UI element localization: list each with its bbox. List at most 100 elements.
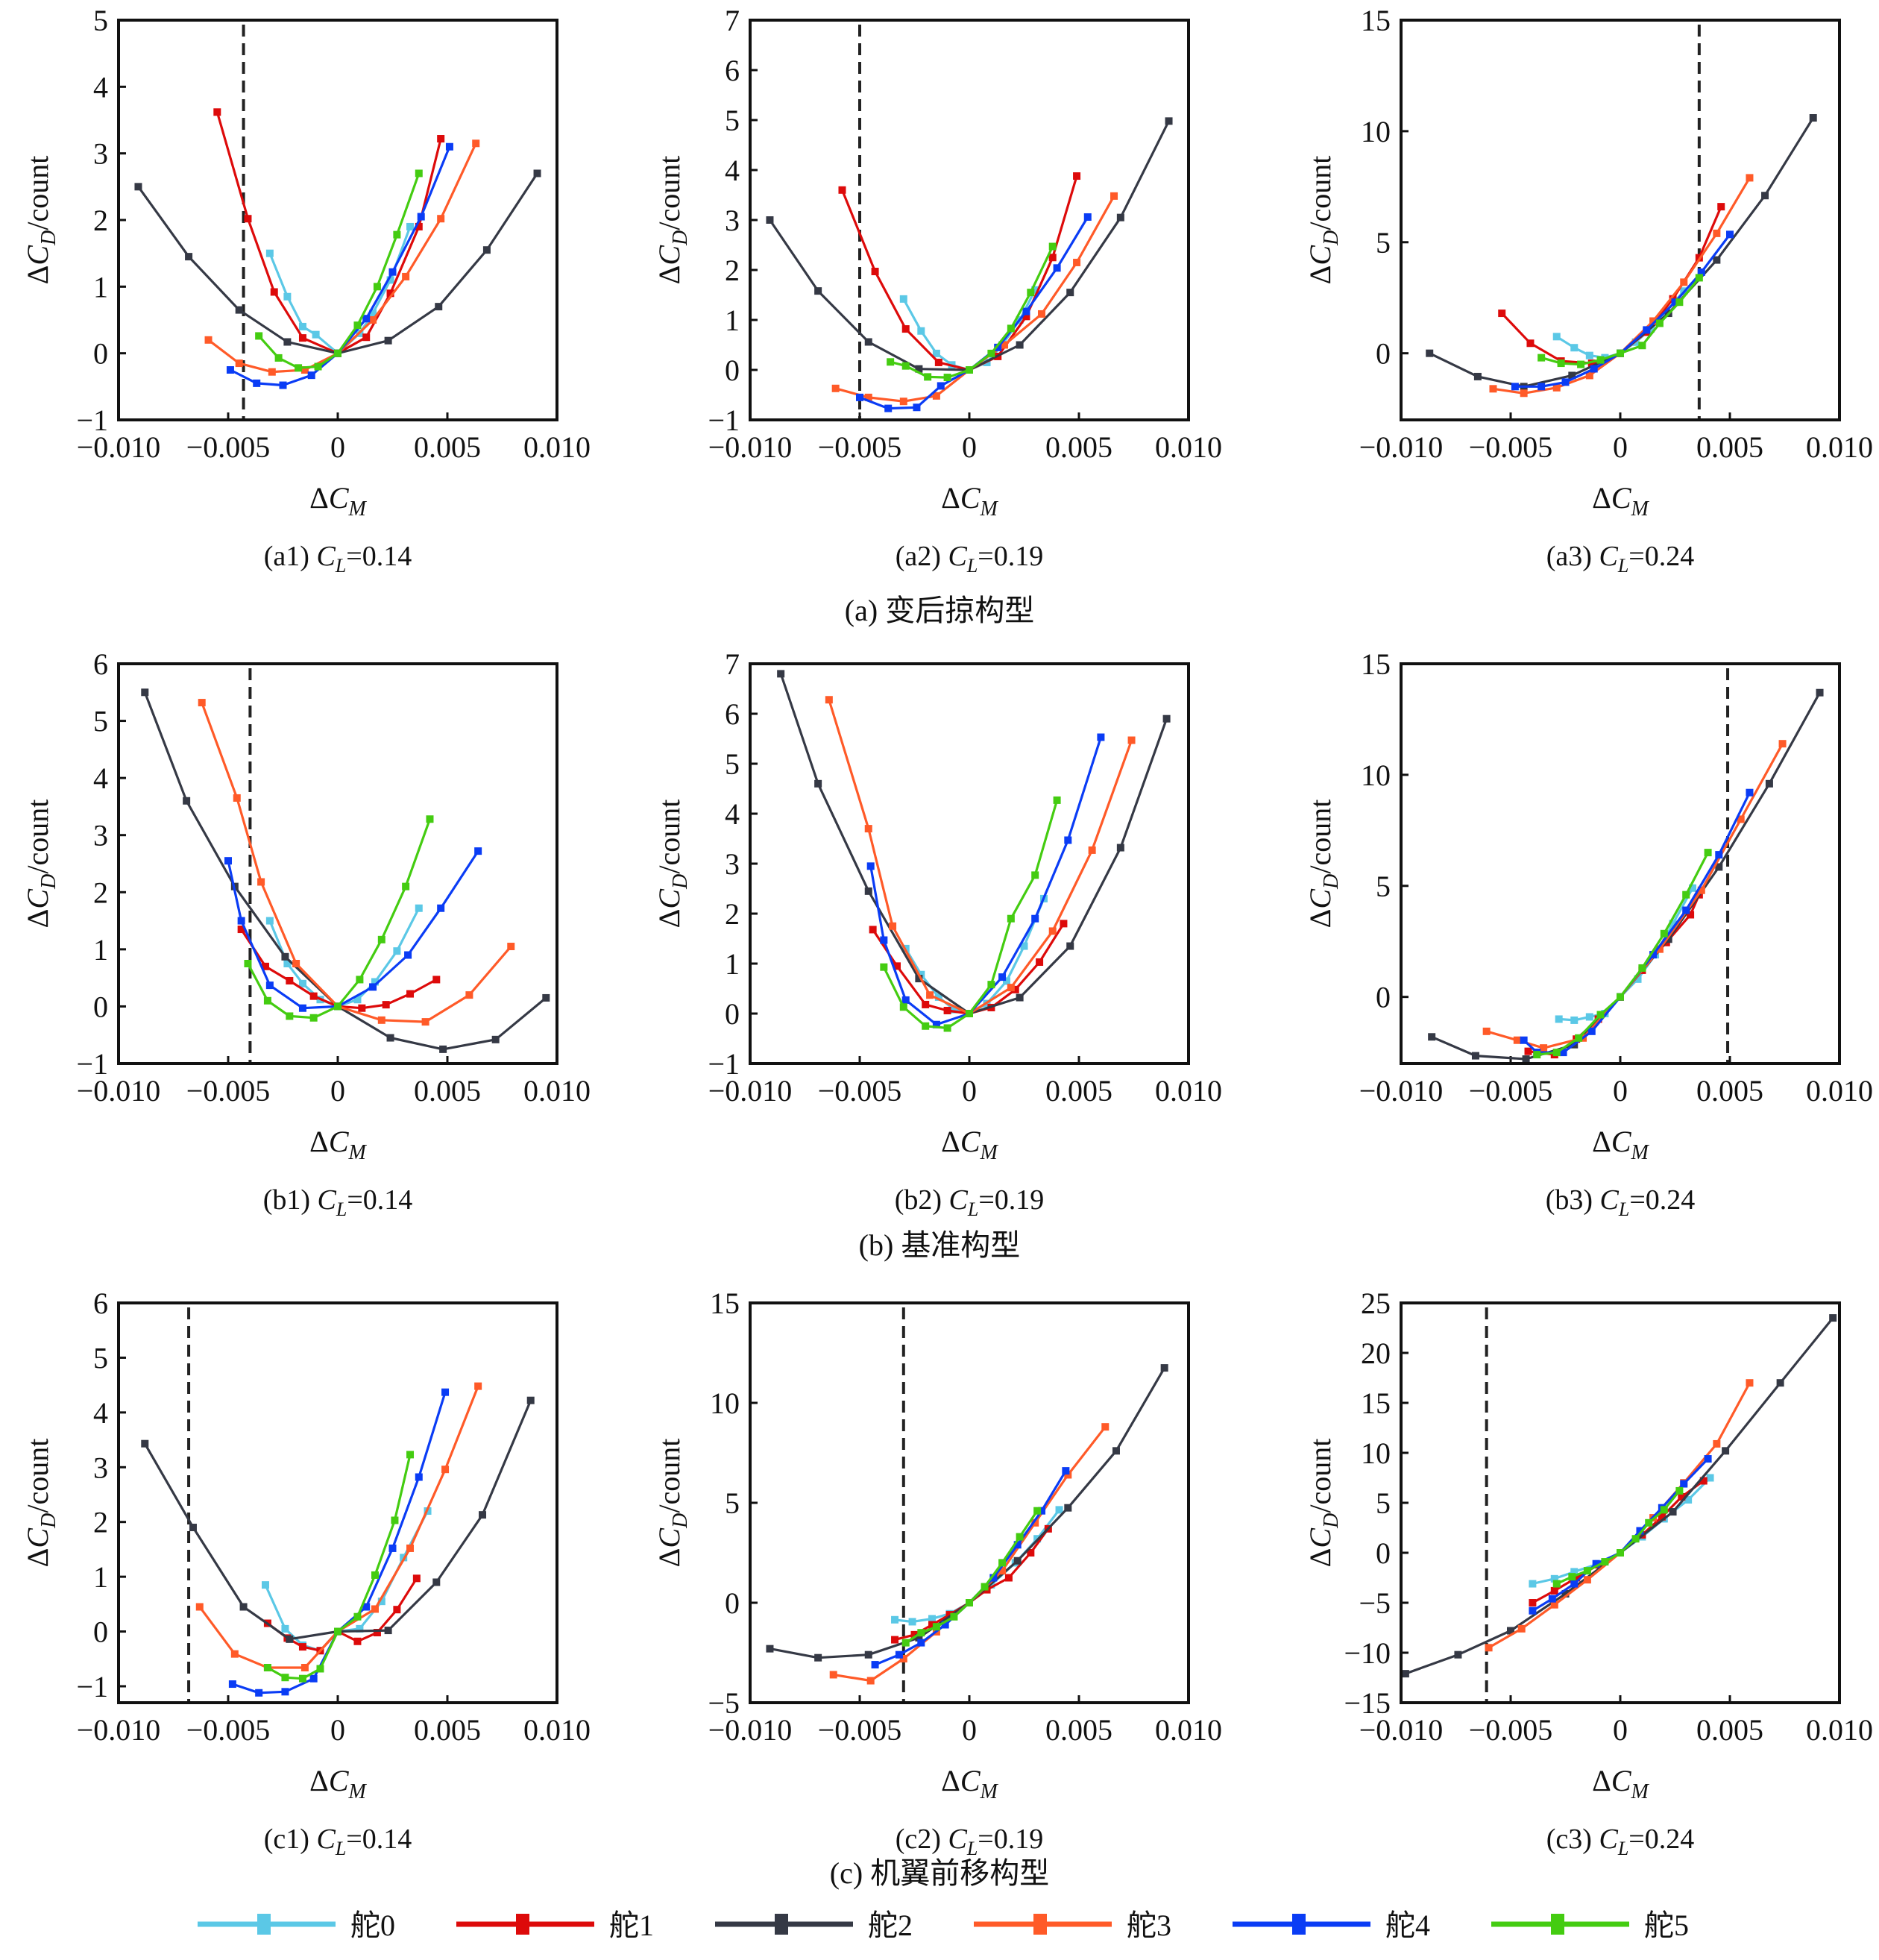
data-point-rudder-4 xyxy=(255,1689,263,1697)
data-point-rudder-2 xyxy=(1454,1650,1462,1659)
data-point-rudder-2 xyxy=(1713,256,1721,264)
x-tick-label: −0.005 xyxy=(818,1074,902,1108)
data-point-rudder-1 xyxy=(353,1637,362,1645)
data-point-rudder-0 xyxy=(281,1624,289,1633)
x-tick-label: −0.010 xyxy=(1359,1074,1444,1108)
data-point-rudder-2 xyxy=(1761,192,1769,200)
data-point-rudder-2 xyxy=(533,169,541,178)
data-point-rudder-5 xyxy=(887,358,895,366)
legend-item-rudder-4: 舵4 xyxy=(1233,1909,1430,1942)
data-point-rudder-1 xyxy=(1022,312,1030,321)
data-point-rudder-4 xyxy=(941,1621,949,1629)
data-point-rudder-5 xyxy=(1617,1549,1624,1557)
data-point-rudder-3 xyxy=(1746,1379,1754,1387)
data-point-rudder-4 xyxy=(224,857,232,865)
data-point-rudder-3 xyxy=(926,991,934,999)
data-point-rudder-5 xyxy=(391,1516,399,1524)
legend-marker-3 xyxy=(1033,1914,1047,1935)
data-point-rudder-2 xyxy=(439,1045,447,1053)
data-point-rudder-2 xyxy=(1561,1589,1570,1598)
panel-caption: (c1) CL=0.14 xyxy=(264,1824,412,1859)
data-point-rudder-2 xyxy=(814,1653,822,1662)
data-point-rudder-5 xyxy=(1675,298,1684,307)
data-point-rudder-3 xyxy=(864,393,872,401)
panels: −0.010 −0.005 0 0.005 0.010−1012345ΔCD/count… xyxy=(21,4,1873,1859)
data-point-rudder-1 xyxy=(1687,911,1695,919)
y-tick-label: 25 xyxy=(1361,1287,1391,1320)
x-tick-label: 0 xyxy=(962,430,977,464)
x-tick-label: −0.010 xyxy=(708,430,793,464)
data-point-rudder-0 xyxy=(1550,1574,1558,1583)
data-point-rudder-2 xyxy=(189,1524,197,1532)
data-point-rudder-4 xyxy=(1671,298,1679,307)
data-point-rudder-4 xyxy=(1715,851,1723,859)
data-point-rudder-2 xyxy=(864,1650,872,1659)
data-point-rudder-3 xyxy=(421,1018,429,1026)
panel-caption: (a3) CL=0.24 xyxy=(1546,541,1694,577)
data-point-rudder-5 xyxy=(263,1664,271,1672)
data-point-rudder-4 xyxy=(1697,268,1705,276)
data-point-rudder-3 xyxy=(825,696,833,704)
series-line-rudder-1 xyxy=(894,1527,1050,1642)
data-point-rudder-1 xyxy=(1048,254,1057,262)
x-tick-label: −0.010 xyxy=(708,1074,793,1108)
data-point-rudder-5 xyxy=(309,1014,318,1022)
data-point-rudder-3 xyxy=(1520,389,1528,398)
y-axis-title: ΔCD/count xyxy=(1303,156,1343,285)
data-point-rudder-0 xyxy=(928,1615,937,1623)
data-point-rudder-4 xyxy=(1682,906,1690,914)
y-axis-title: ΔCD/count xyxy=(652,800,692,929)
data-point-rudder-5 xyxy=(1645,1518,1653,1527)
y-tick-label: 10 xyxy=(1361,1436,1391,1470)
y-tick-label: −5 xyxy=(1359,1586,1391,1620)
x-tick-label: 0.005 xyxy=(1696,430,1763,464)
data-point-rudder-0 xyxy=(934,993,942,1001)
data-point-rudder-1 xyxy=(1027,1549,1035,1557)
data-point-rudder-4 xyxy=(884,404,893,412)
series-line-rudder-2 xyxy=(1429,117,1815,388)
panel-c3: −0.010 −0.005 0 0.005 0.010 −15 −10 −5 0 5 10 15 20 2… xyxy=(1303,1287,1873,1859)
x-tick-label: 0.010 xyxy=(523,1074,591,1108)
y-tick-label: 15 xyxy=(1361,4,1391,37)
data-point-rudder-2 xyxy=(1715,863,1723,871)
data-point-rudder-4 xyxy=(1704,1455,1712,1463)
y-tick-label: 1 xyxy=(725,947,740,981)
data-point-rudder-3 xyxy=(1485,1644,1493,1652)
data-point-rudder-5 xyxy=(1631,1535,1640,1543)
data-point-rudder-5 xyxy=(255,332,263,340)
data-point-rudder-5 xyxy=(899,1003,907,1011)
data-point-rudder-0 xyxy=(1634,975,1642,983)
data-point-rudder-4 xyxy=(474,847,482,855)
y-tick-label: 0 xyxy=(1376,337,1391,371)
x-tick-label: 0 xyxy=(330,1074,345,1108)
plot-area xyxy=(766,1307,1168,1703)
data-point-rudder-2 xyxy=(1809,114,1817,122)
panel-a1: −0.010 −0.005 0 0.005 0.010 −1 0 1 2 3 4 5 ΔCD/count… xyxy=(21,4,591,577)
y-axis-title: ΔCD/count xyxy=(652,156,692,285)
data-point-rudder-5 xyxy=(987,981,995,989)
data-point-rudder-3 xyxy=(1713,1439,1721,1448)
series-line-rudder-5 xyxy=(904,1510,1039,1644)
data-point-rudder-5 xyxy=(1016,1533,1024,1541)
series-line-rudder-1 xyxy=(1501,206,1722,365)
data-point-rudder-5 xyxy=(1033,1507,1042,1515)
data-point-rudder-2 xyxy=(435,303,443,311)
data-point-rudder-3 xyxy=(1737,815,1745,823)
data-point-rudder-3 xyxy=(1697,886,1705,894)
data-point-rudder-1 xyxy=(412,1574,421,1583)
y-tick-label: 2 xyxy=(93,1506,108,1539)
data-point-rudder-5 xyxy=(295,364,303,372)
data-point-rudder-4 xyxy=(901,996,910,1004)
data-point-rudder-2 xyxy=(1162,714,1171,723)
data-point-rudder-4 xyxy=(1680,1480,1688,1488)
data-point-rudder-3 xyxy=(1482,1027,1491,1035)
data-point-rudder-5 xyxy=(1537,354,1546,362)
x-tick-label: −0.005 xyxy=(186,1074,271,1108)
plot-frame xyxy=(117,19,558,421)
data-point-rudder-4 xyxy=(895,1650,903,1659)
x-tick-label: 0.010 xyxy=(1155,1713,1222,1747)
data-point-rudder-2 xyxy=(386,1034,394,1042)
data-point-rudder-5 xyxy=(402,882,410,891)
panel-caption: (b2) CL=0.19 xyxy=(895,1184,1045,1220)
data-point-rudder-4 xyxy=(994,343,1002,351)
